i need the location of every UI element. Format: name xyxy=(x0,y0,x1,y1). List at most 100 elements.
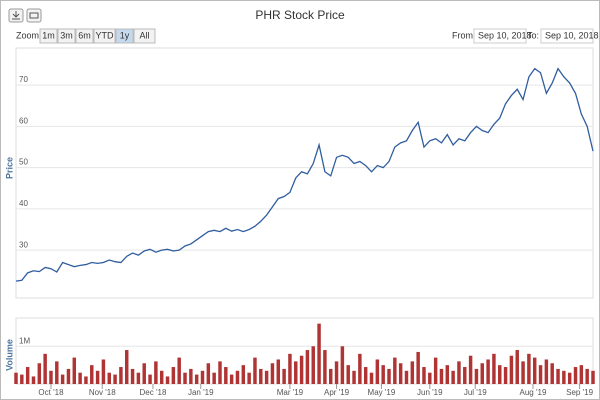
zoom-button-label[interactable]: All xyxy=(139,30,149,40)
volume-bar xyxy=(393,357,397,384)
volume-bar xyxy=(346,365,350,384)
print-icon[interactable] xyxy=(26,8,42,23)
volume-bar xyxy=(480,363,484,384)
zoom-button[interactable] xyxy=(57,28,76,44)
volume-bar xyxy=(562,370,566,384)
volume-bar xyxy=(492,353,496,384)
volume-bar xyxy=(363,367,368,384)
volume-bar xyxy=(428,372,432,384)
volume-bar xyxy=(416,351,420,384)
volume-bar xyxy=(282,368,286,384)
x-tick-label: Aug '19 xyxy=(520,388,547,397)
volume-bar xyxy=(259,368,263,384)
x-tick-label: Jul '19 xyxy=(464,388,487,397)
volume-bar xyxy=(521,361,525,384)
volume-axis-title: Volume xyxy=(4,339,14,371)
volume-bar xyxy=(142,363,146,384)
x-tick-label: Apr '19 xyxy=(324,388,350,397)
volume-bar xyxy=(317,323,321,384)
to-input[interactable] xyxy=(540,28,594,44)
volume-bar xyxy=(60,374,65,384)
volume-bar xyxy=(433,357,438,384)
volume-bar xyxy=(264,370,269,384)
volume-bar xyxy=(37,363,42,384)
volume-bar xyxy=(241,365,246,384)
volume-bar xyxy=(375,359,380,384)
y-tick-label: 50 xyxy=(19,158,28,167)
to-date: Sep 10, 2018 xyxy=(545,30,599,40)
volume-bar xyxy=(544,359,549,384)
volume-bar xyxy=(323,350,327,384)
chart-title: PHR Stock Price xyxy=(255,8,345,22)
volume-panel xyxy=(15,317,594,385)
zoom-button[interactable] xyxy=(93,28,116,44)
volume-bar xyxy=(119,367,123,384)
zoom-button-label[interactable]: YTD xyxy=(96,30,115,40)
volume-bar xyxy=(235,370,240,384)
zoom-button-label[interactable]: 1m xyxy=(42,30,55,40)
zoom-button-label[interactable]: 3m xyxy=(60,30,73,40)
export-button[interactable] xyxy=(8,8,24,23)
volume-bar xyxy=(154,361,158,384)
volume-bar xyxy=(194,374,199,384)
volume-bar xyxy=(90,365,94,384)
volume-bar xyxy=(31,376,36,384)
volume-bar xyxy=(183,372,187,384)
volume-bar xyxy=(299,355,304,384)
volume-bar xyxy=(253,357,257,384)
zoom-button[interactable] xyxy=(75,28,94,44)
volume-tick-label: 1M xyxy=(19,336,30,345)
volume-bar xyxy=(340,346,345,384)
zoom-button-label[interactable]: 1y xyxy=(120,30,130,40)
volume-bar xyxy=(165,376,170,384)
y-tick-label: 70 xyxy=(19,75,28,84)
volume-bar xyxy=(486,359,490,384)
volume-bar xyxy=(136,372,141,384)
print-glyph xyxy=(29,12,39,19)
volume-bar xyxy=(398,363,403,384)
volume-bar xyxy=(224,367,228,384)
volume-bar xyxy=(567,372,572,384)
print-button[interactable] xyxy=(26,8,42,23)
volume-bar xyxy=(474,368,479,384)
volume-bar xyxy=(334,361,339,384)
zoom-button[interactable] xyxy=(39,28,58,44)
volume-bar xyxy=(381,365,385,384)
volume-bar xyxy=(200,370,205,384)
volume-bar xyxy=(387,368,391,384)
volume-bar xyxy=(509,355,514,384)
volume-bar xyxy=(468,355,473,384)
volume-bar xyxy=(101,359,106,384)
volume-bar xyxy=(591,370,595,384)
volume-bar xyxy=(247,372,251,384)
to-label: To: xyxy=(527,30,539,40)
zoom-button[interactable] xyxy=(115,28,134,44)
zoom-button-label[interactable]: 6m xyxy=(78,30,91,40)
from-input[interactable] xyxy=(473,28,527,44)
volume-bar xyxy=(532,357,537,384)
volume-bar xyxy=(305,350,310,384)
zoom-label: Zoom xyxy=(16,30,39,40)
volume-bar xyxy=(404,370,409,384)
volume-bar xyxy=(125,350,129,384)
volume-bar xyxy=(270,363,275,384)
volume-bar xyxy=(579,365,584,384)
volume-bar xyxy=(25,367,30,384)
volume-bar xyxy=(229,374,234,384)
volume-bar xyxy=(177,357,181,384)
x-tick-label: Sep '19 xyxy=(566,388,593,397)
volume-bar xyxy=(212,372,216,384)
x-tick-label: Dec '18 xyxy=(140,388,167,397)
volume-bar xyxy=(95,370,100,384)
volume-bar xyxy=(55,361,59,384)
zoom-button[interactable] xyxy=(133,28,156,44)
volume-bar xyxy=(550,363,554,384)
volume-bar xyxy=(84,376,88,384)
volume-bar xyxy=(358,353,362,384)
volume-bar xyxy=(43,353,47,384)
volume-bar xyxy=(49,370,53,384)
volume-bar xyxy=(159,370,164,384)
volume-bar xyxy=(66,368,71,384)
volume-bar xyxy=(130,368,135,384)
